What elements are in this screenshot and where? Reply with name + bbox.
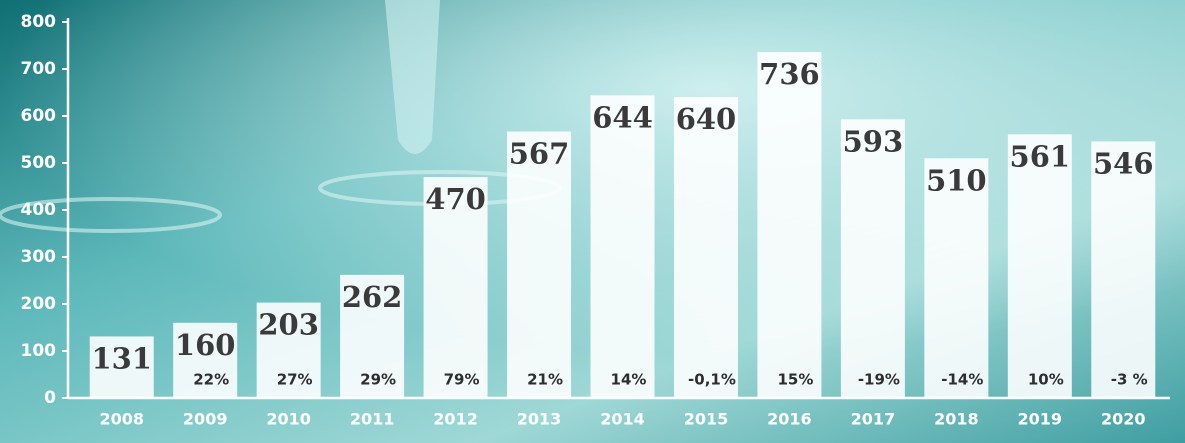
value-label: 561 (1010, 139, 1071, 173)
growth-label: 10% (1028, 371, 1064, 389)
y-tick-label: 400 (21, 200, 57, 220)
y-tick-label: 600 (21, 106, 57, 126)
y-tick-label: 300 (21, 247, 57, 267)
x-tick-label: 2008 (99, 410, 144, 429)
value-label: 567 (509, 137, 570, 171)
y-tick-label: 200 (21, 294, 57, 314)
x-tick-label: 2011 (350, 410, 395, 429)
growth-label: 79% (444, 371, 480, 389)
growth-label: 22% (193, 371, 229, 389)
value-label: 736 (759, 57, 820, 91)
value-label: 546 (1093, 146, 1154, 180)
x-tick-label: 2019 (1018, 410, 1063, 429)
x-tick-label: 2009 (183, 410, 228, 429)
bar (757, 52, 821, 398)
chart: 0 100 200 300 400 500 600 700 800 2008 131 2009 160 2… (0, 0, 1185, 443)
x-tick-label: 2013 (517, 410, 562, 429)
page: {"chart_data": {"type": "bar", "categori… (0, 0, 1185, 443)
growth-label: 15% (777, 371, 813, 389)
x-tick-label: 2020 (1101, 410, 1146, 429)
growth-label: -14% (941, 371, 983, 389)
value-label: 640 (676, 102, 737, 136)
value-label: 203 (258, 308, 319, 342)
bar (591, 95, 655, 398)
value-label: 593 (843, 124, 904, 158)
bar (507, 132, 571, 398)
growth-label: -3 % (1111, 371, 1148, 389)
y-tick-label: 800 (21, 12, 57, 32)
value-label: 470 (425, 182, 486, 216)
growth-label: 27% (277, 371, 313, 389)
x-tick-label: 2010 (266, 410, 311, 429)
y-tick-label: 700 (21, 59, 57, 79)
value-label: 644 (592, 100, 653, 134)
bar (1008, 134, 1072, 398)
y-tick-label: 100 (21, 341, 57, 361)
x-tick-label: 2017 (851, 410, 896, 429)
growth-label: 29% (360, 371, 396, 389)
growth-label: -0,1% (688, 371, 736, 389)
x-tick-label: 2012 (433, 410, 478, 429)
bar (674, 97, 738, 398)
bar (841, 119, 905, 398)
value-label: 131 (91, 341, 152, 375)
y-tick-label: 0 (44, 388, 56, 408)
growth-label: 21% (527, 371, 563, 389)
growth-label: 14% (611, 371, 647, 389)
value-label: 262 (342, 280, 403, 314)
x-tick-label: 2014 (600, 410, 645, 429)
value-label: 160 (175, 328, 236, 362)
x-tick-label: 2016 (767, 410, 812, 429)
y-tick-label: 500 (21, 153, 57, 173)
growth-label: -19% (858, 371, 900, 389)
value-label: 510 (926, 163, 987, 197)
x-tick-label: 2015 (684, 410, 729, 429)
x-tick-label: 2018 (934, 410, 979, 429)
